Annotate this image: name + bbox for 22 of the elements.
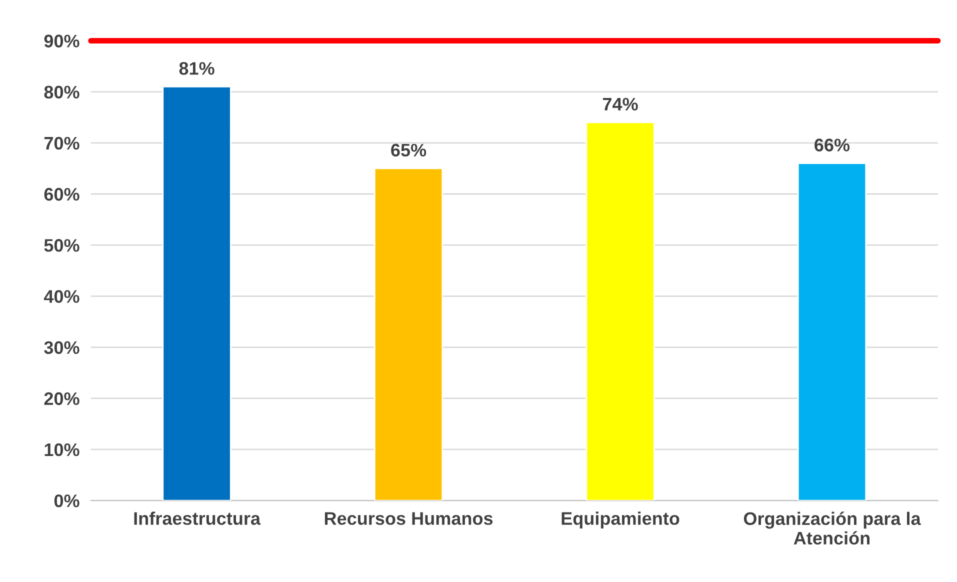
x-tick-label: Organización para la Atención <box>744 512 921 545</box>
x-tick-label: Equipamiento <box>562 512 680 528</box>
data-label: 65% <box>391 144 426 157</box>
y-tick-label: 60% <box>44 188 80 201</box>
y-tick-label: 20% <box>44 392 80 406</box>
y-tick-label: 80% <box>44 86 80 99</box>
y-tick-label: 50% <box>44 239 80 252</box>
y-tick-label: 10% <box>44 443 80 456</box>
data-label: 74% <box>602 98 638 111</box>
y-tick-label: 70% <box>44 136 80 150</box>
bar <box>586 122 655 501</box>
y-tick-label: 0% <box>54 494 80 508</box>
bar <box>797 162 867 501</box>
y-tick-label: 90% <box>44 34 80 48</box>
x-tick-label: Infraestructura <box>134 512 261 525</box>
data-label: 66% <box>814 138 850 152</box>
bar <box>162 86 232 501</box>
y-tick-label: 30% <box>44 341 80 354</box>
y-tick-label: 40% <box>44 290 80 303</box>
bar <box>374 168 444 501</box>
data-label: 81% <box>179 62 214 75</box>
x-tick-label: Recursos Humanos <box>324 512 493 525</box>
